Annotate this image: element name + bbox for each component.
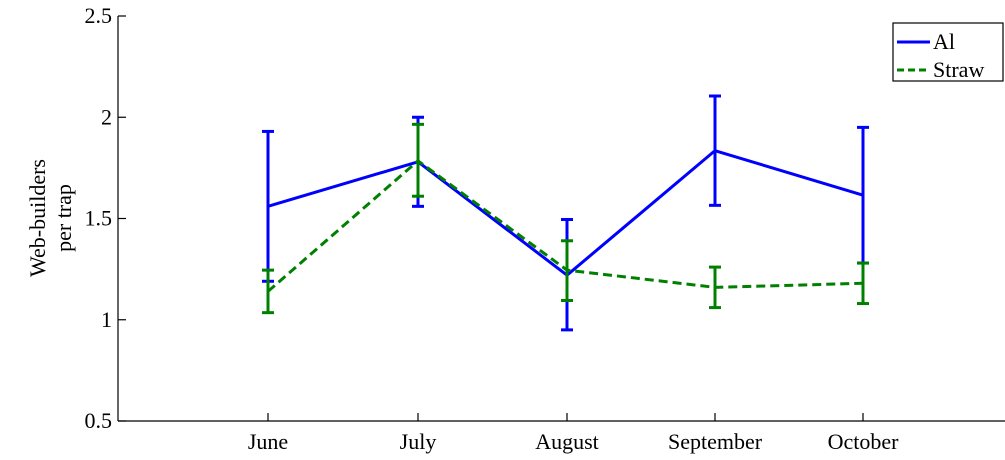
y-tick-label: 2 (101, 104, 112, 129)
x-tick-label: September (668, 429, 763, 454)
y-tick-label: 1.5 (85, 206, 113, 231)
y-axis-title-line: Web-builders (25, 159, 50, 277)
y-axis-title: Web-buildersper trap (25, 159, 76, 277)
x-tick-label: June (248, 429, 288, 454)
series-layer (262, 94, 869, 332)
axes-layer: 0.5 1 1.5 2 2.5 June July August September Octobe… (25, 3, 1005, 454)
error-bar (412, 122, 424, 198)
error-bar (709, 94, 721, 207)
y-axis-title-line: per trap (51, 184, 76, 252)
error-bar (709, 265, 721, 310)
y-tick-label: 0.5 (85, 408, 113, 433)
x-tick-label: October (828, 429, 900, 454)
error-bar (857, 261, 869, 306)
x-tick-label: July (400, 429, 437, 454)
legend-label: Straw (933, 57, 984, 82)
y-tick-label: 1 (101, 307, 112, 332)
legend-label: Al (933, 29, 955, 54)
legend: Al Straw (892, 22, 1004, 82)
error-bar (561, 239, 573, 303)
x-tick-label: August (535, 429, 599, 454)
y-tick-label: 2.5 (85, 3, 113, 28)
error-bar (262, 268, 274, 315)
